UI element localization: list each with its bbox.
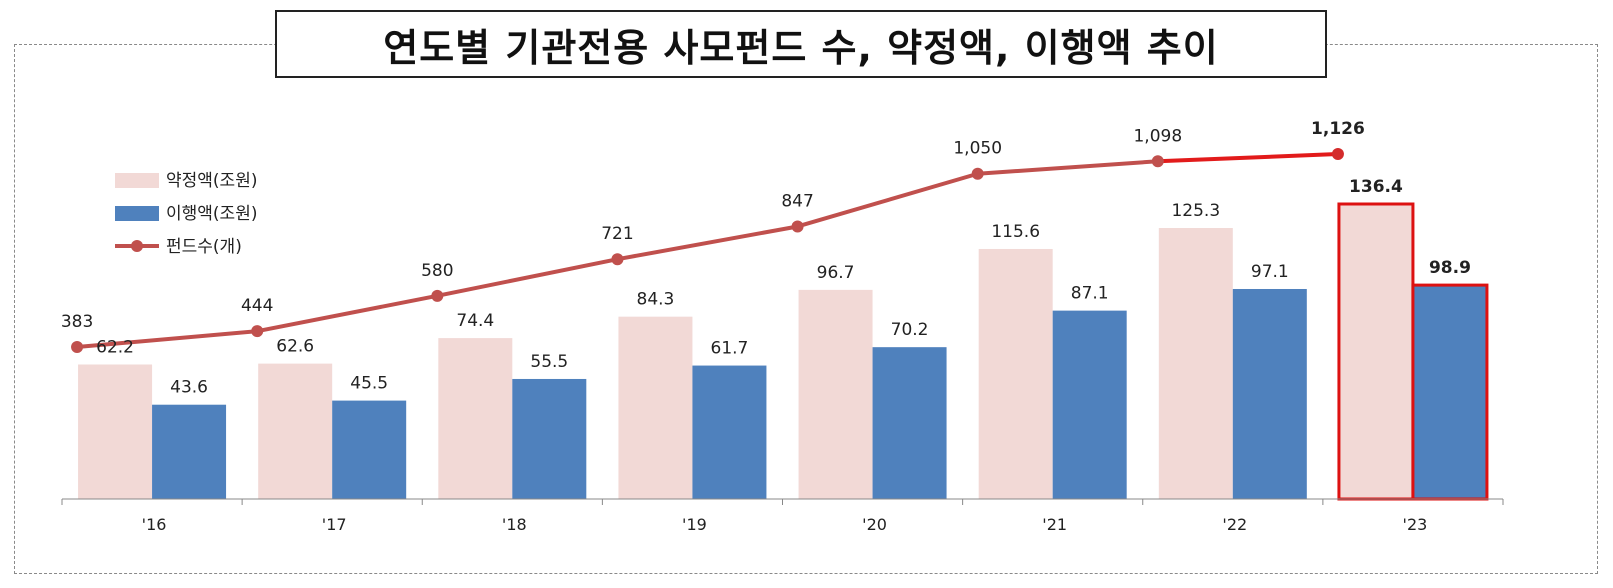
label-commitment-2: 74.4: [456, 311, 494, 331]
label-execution-5: 87.1: [1071, 284, 1109, 304]
tick-label-1: '17: [322, 515, 347, 534]
line-segment-3: [617, 224, 798, 262]
label-funds-2: 580: [421, 261, 453, 281]
bar-execution-3: [692, 365, 767, 499]
line-point-4: [791, 220, 804, 233]
line-segment-2: [436, 257, 618, 298]
tick-label-2: '18: [502, 515, 527, 534]
label-commitment-0: 62.2: [96, 337, 134, 357]
bar-commitment-1: [258, 363, 333, 499]
tick-label-4: '20: [862, 515, 887, 534]
label-commitment-5: 115.6: [991, 222, 1040, 242]
bar-commitment-5: [978, 248, 1053, 499]
label-commitment-1: 62.6: [276, 337, 314, 357]
bar-commitment-2: [438, 338, 513, 499]
label-execution-6: 97.1: [1251, 262, 1289, 282]
legend-swatch-commitment: [115, 173, 159, 188]
legend-swatch-execution: [115, 206, 159, 221]
label-execution-0: 43.6: [170, 378, 208, 398]
label-execution-1: 45.5: [350, 374, 388, 394]
bar-execution-2: [512, 378, 587, 499]
bar-execution-0: [152, 404, 227, 499]
bar-execution-1: [332, 400, 407, 499]
line-point-3: [611, 253, 624, 266]
label-funds-0: 383: [61, 312, 93, 332]
bar-execution-6: [1232, 288, 1307, 499]
line-point-1: [251, 325, 264, 338]
tick-label-5: '21: [1042, 515, 1067, 534]
label-funds-5: 1,050: [953, 139, 1002, 159]
bar-execution-7: [1411, 283, 1489, 501]
bar-commitment-4: [798, 289, 873, 499]
legend-label-funds: 펀드수(개): [166, 237, 242, 257]
legend-label-commitment: 약정액(조원): [166, 171, 257, 191]
label-funds-6: 1,098: [1133, 126, 1182, 146]
legend-marker-funds: [131, 240, 143, 252]
tick-label-3: '19: [682, 515, 707, 534]
bar-execution-4: [872, 347, 947, 499]
tick-label-6: '22: [1222, 515, 1247, 534]
label-funds-7: 1,126: [1311, 119, 1365, 139]
bar-commitment-0: [78, 364, 153, 499]
line-segment-5: [977, 159, 1158, 176]
label-funds-3: 721: [601, 224, 633, 244]
line-point-5: [971, 167, 984, 180]
label-commitment-4: 96.7: [817, 263, 855, 283]
line-segment-6: [1157, 152, 1339, 164]
line-segment-0: [76, 329, 258, 349]
line-segment-1: [256, 293, 438, 334]
line-point-0: [71, 341, 84, 353]
line-point-6: [1151, 155, 1164, 168]
label-execution-3: 61.7: [711, 339, 749, 359]
bar-execution-5: [1052, 310, 1127, 499]
label-funds-1: 444: [241, 296, 273, 316]
line-point-7: [1331, 148, 1344, 160]
line-segment-4: [797, 171, 979, 229]
label-execution-7: 98.9: [1429, 258, 1471, 278]
bar-commitment-7: [1337, 202, 1415, 501]
label-funds-4: 847: [781, 191, 813, 211]
label-commitment-3: 84.3: [637, 290, 675, 310]
tick-label-7: '23: [1403, 515, 1428, 534]
bar-commitment-6: [1158, 228, 1233, 499]
tick-label-0: '16: [142, 515, 167, 534]
line-point-2: [431, 289, 444, 302]
chart-title: 연도별 기관전용 사모펀드 수, 약정액, 이행액 추이: [383, 25, 1219, 70]
title-box: 연도별 기관전용 사모펀드 수, 약정액, 이행액 추이: [275, 10, 1327, 78]
label-commitment-6: 125.3: [1171, 201, 1220, 221]
label-execution-4: 70.2: [891, 320, 929, 340]
legend-label-execution: 이행액(조원): [166, 204, 257, 224]
bar-commitment-3: [618, 316, 693, 499]
label-execution-2: 55.5: [530, 352, 568, 372]
label-commitment-7: 136.4: [1349, 177, 1403, 197]
